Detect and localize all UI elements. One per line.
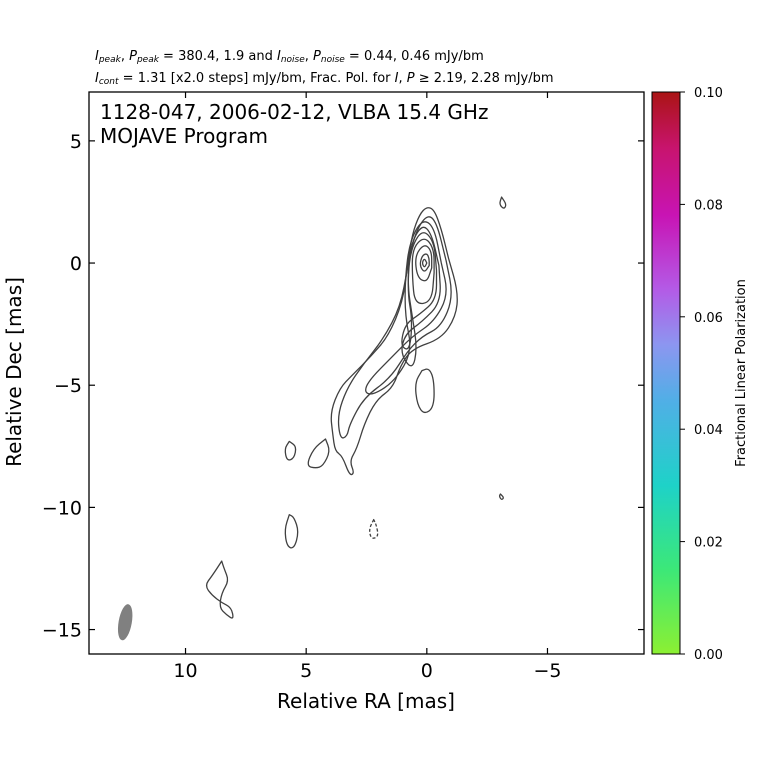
y-axis-label: Relative Dec [mas] xyxy=(2,277,26,467)
colorbar-tick-label: 0.02 xyxy=(694,536,723,551)
contour-line xyxy=(415,368,435,414)
axes: 10 5 0 −5 5 0 −5 −10 −15 xyxy=(42,92,644,682)
colorbar-ticks: 0.00 0.02 0.04 0.06 0.08 0.10 xyxy=(680,86,723,663)
contour-line xyxy=(499,196,507,209)
colorbar-tick-label: 0.08 xyxy=(694,198,723,213)
header-text-part: noise xyxy=(320,55,345,65)
annotation-source: 1128-047, 2006-02-12, VLBA 15.4 GHz xyxy=(100,100,489,124)
header-text-part: I xyxy=(95,71,99,86)
contour-line xyxy=(415,245,433,282)
contour-line xyxy=(205,560,234,619)
contour-line xyxy=(307,438,330,469)
header-text-part: peak xyxy=(98,55,121,65)
header-text-part: P xyxy=(129,49,137,64)
colorbar: 0.00 0.02 0.04 0.06 0.08 0.10 Fractional Line… xyxy=(651,86,749,663)
y-tick-label: −15 xyxy=(42,620,82,642)
header-text-part: ≥ 2.19, 2.28 mJy/bm xyxy=(414,71,554,86)
header-text-part: peak xyxy=(136,55,159,65)
y-tick-label: −10 xyxy=(42,497,82,519)
x-tick-label: 5 xyxy=(300,660,312,682)
contour-line xyxy=(365,221,447,395)
colorbar-tick-label: 0.06 xyxy=(694,311,723,326)
contour-line xyxy=(421,258,428,268)
contour-line xyxy=(284,514,299,549)
header-text-part: , xyxy=(304,49,314,64)
x-axis-label: Relative RA [mas] xyxy=(277,689,455,713)
x-tick-label: 0 xyxy=(421,660,433,682)
header-text-part: I xyxy=(394,71,399,86)
x-tick-label: 10 xyxy=(173,660,197,682)
header-text-part: = 1.31 [x2.0 steps] mJy/bm, Frac. Pol. f… xyxy=(118,71,395,86)
x-tick-label: −5 xyxy=(533,660,561,682)
header-text-part: cont xyxy=(98,77,119,87)
header-text-part: , xyxy=(120,49,130,64)
header-text-part: P xyxy=(406,71,415,86)
header-text-part: = 0.44, 0.46 mJy/bm xyxy=(344,49,484,64)
beam-layer xyxy=(117,604,133,641)
header-text-part: P xyxy=(313,49,321,64)
header-text-part: , xyxy=(398,71,407,86)
y-tick-label: 5 xyxy=(70,131,82,153)
annotation-program: MOJAVE Program xyxy=(100,124,269,148)
header-text-part: = 380.4, 1.9 and xyxy=(158,49,277,64)
contour-line xyxy=(401,226,441,367)
header-line-2: Icont = 1.31 [x2.0 steps] mJy/bm, Frac. … xyxy=(95,71,554,87)
y-tick-label: 0 xyxy=(70,253,82,275)
plot-frame xyxy=(88,91,645,655)
colorbar-tick-label: 0.10 xyxy=(694,86,723,101)
beam-ellipse xyxy=(117,604,133,641)
colorbar-tick-label: 0.00 xyxy=(694,648,723,663)
colorbar-gradient xyxy=(652,92,680,654)
contour-line xyxy=(411,238,435,305)
header-text-part: I xyxy=(276,49,281,64)
contour-line xyxy=(401,232,438,350)
header-text-part: noise xyxy=(280,55,305,65)
header-line-1: Ipeak, Ppeak = 380.4, 1.9 and Inoise, Pn… xyxy=(95,49,484,65)
contour-line xyxy=(284,440,297,461)
contour-line xyxy=(498,493,504,500)
header-text-part: I xyxy=(95,49,99,64)
y-tick-label: −5 xyxy=(54,375,82,397)
colorbar-frame xyxy=(651,91,681,655)
contour-layer xyxy=(205,196,507,619)
contour-line xyxy=(369,518,379,539)
colorbar-label: Fractional Linear Polarization xyxy=(734,279,749,467)
contour-line xyxy=(419,253,430,272)
colorbar-tick-label: 0.04 xyxy=(694,423,723,438)
